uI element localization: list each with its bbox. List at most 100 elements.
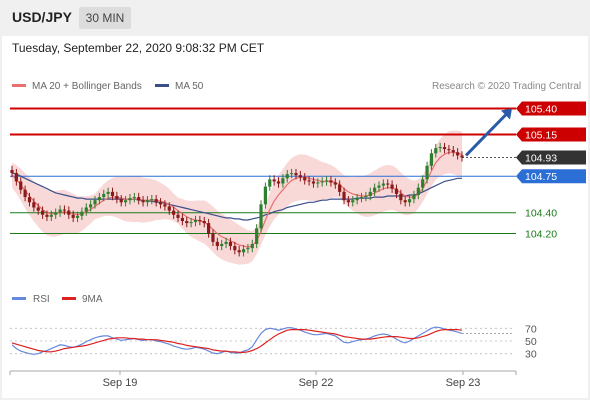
level-price-label: 104.20	[525, 229, 557, 241]
candle-body	[399, 193, 403, 201]
rsi-ma-line	[11, 329, 463, 353]
candle-body	[62, 209, 67, 211]
candle-body	[320, 181, 324, 183]
legend-label: MA 20 + Bollinger Bands	[32, 81, 142, 92]
candle-body	[377, 185, 381, 188]
candle-body	[75, 215, 80, 218]
candle-body	[355, 198, 359, 201]
candle-body	[346, 200, 351, 203]
candle-body	[368, 191, 372, 197]
candle-body	[294, 173, 298, 176]
candle-body	[447, 149, 451, 151]
timestamp: Tuesday, September 22, 2020 9:08:32 PM C…	[12, 41, 265, 55]
candle-body	[80, 211, 84, 216]
candle-body	[307, 180, 311, 182]
candle-body	[456, 152, 460, 156]
level-price-box	[516, 127, 586, 142]
candle-body	[425, 165, 429, 180]
candle-body	[351, 200, 355, 203]
candle-body	[132, 197, 136, 199]
candle-body	[324, 180, 329, 182]
candle-body	[329, 180, 333, 183]
candle-body	[97, 197, 101, 201]
candle-body	[442, 147, 447, 150]
candle-body	[255, 228, 259, 244]
candle-body	[189, 222, 193, 224]
candle-body	[316, 182, 320, 184]
candle-body	[58, 209, 62, 213]
candle-body	[272, 179, 276, 182]
candle-body	[386, 183, 390, 185]
candle-body	[373, 187, 377, 192]
ma50-line	[11, 172, 462, 221]
candle-body	[19, 181, 23, 190]
candle-body	[180, 217, 184, 222]
level-price-box	[516, 169, 586, 184]
candle-body	[220, 243, 224, 247]
candle-body	[298, 175, 302, 178]
candle-body	[403, 200, 407, 203]
candle-body	[263, 186, 267, 205]
legend-swatch	[155, 84, 169, 87]
candle-body	[259, 204, 263, 229]
candle-body	[416, 187, 420, 195]
candle-body	[338, 184, 342, 192]
candle-body	[438, 147, 442, 149]
level-price-label: 105.15	[525, 130, 557, 142]
candle-body	[176, 214, 180, 218]
candle-body	[45, 214, 49, 217]
candle-body	[211, 233, 215, 242]
candle-body	[145, 200, 150, 203]
candle-body	[215, 241, 219, 247]
candle-body	[102, 193, 106, 198]
candle-body	[141, 200, 145, 203]
candle-body	[421, 179, 425, 188]
candle-body	[390, 184, 394, 189]
candle-body	[137, 197, 141, 201]
candle-body	[150, 199, 154, 201]
level-price-label: 104.75	[525, 171, 557, 183]
candle-body	[32, 202, 36, 208]
candle-body	[429, 153, 434, 166]
candle-body	[228, 241, 233, 247]
candle-body	[364, 196, 368, 198]
candle-body	[71, 214, 75, 218]
symbol-label: USD/JPY	[12, 9, 72, 25]
candle-body	[342, 191, 346, 201]
candle-body	[276, 181, 281, 184]
candle-body	[106, 191, 110, 194]
rsi-tick-label: 50	[525, 336, 537, 348]
candle-body	[49, 214, 53, 217]
candle-body	[394, 188, 399, 194]
candle-body	[27, 197, 32, 203]
candle-body	[23, 189, 27, 198]
candle-body	[84, 207, 88, 212]
rsi-line	[11, 326, 463, 355]
level-price-label: 104.93	[525, 152, 557, 164]
candle-body	[36, 207, 40, 211]
rsi-tick-label: 70	[525, 323, 537, 335]
candle-body	[10, 169, 14, 174]
level-price-label: 104.40	[525, 208, 557, 220]
candle-body	[89, 204, 93, 208]
candle-body	[14, 173, 18, 182]
candle-body	[167, 206, 171, 211]
copyright-text: Research © 2020 Trading Central	[432, 81, 582, 92]
legend-label: RSI	[33, 294, 50, 305]
candle-body	[115, 196, 119, 200]
candle-body	[54, 212, 58, 215]
candle-body	[163, 204, 167, 207]
candle-body	[158, 202, 163, 205]
timeframe-button[interactable]: 30 MIN	[79, 7, 131, 29]
candle-body	[154, 199, 158, 203]
target-arrow-head	[501, 108, 512, 120]
candle-body	[198, 219, 202, 222]
candle-body	[119, 199, 123, 203]
candle-body	[285, 174, 289, 179]
candle-body	[241, 249, 246, 253]
candle-body	[451, 150, 455, 153]
candle-body	[333, 182, 337, 185]
candle-body	[281, 178, 285, 184]
candle-body	[246, 248, 250, 250]
